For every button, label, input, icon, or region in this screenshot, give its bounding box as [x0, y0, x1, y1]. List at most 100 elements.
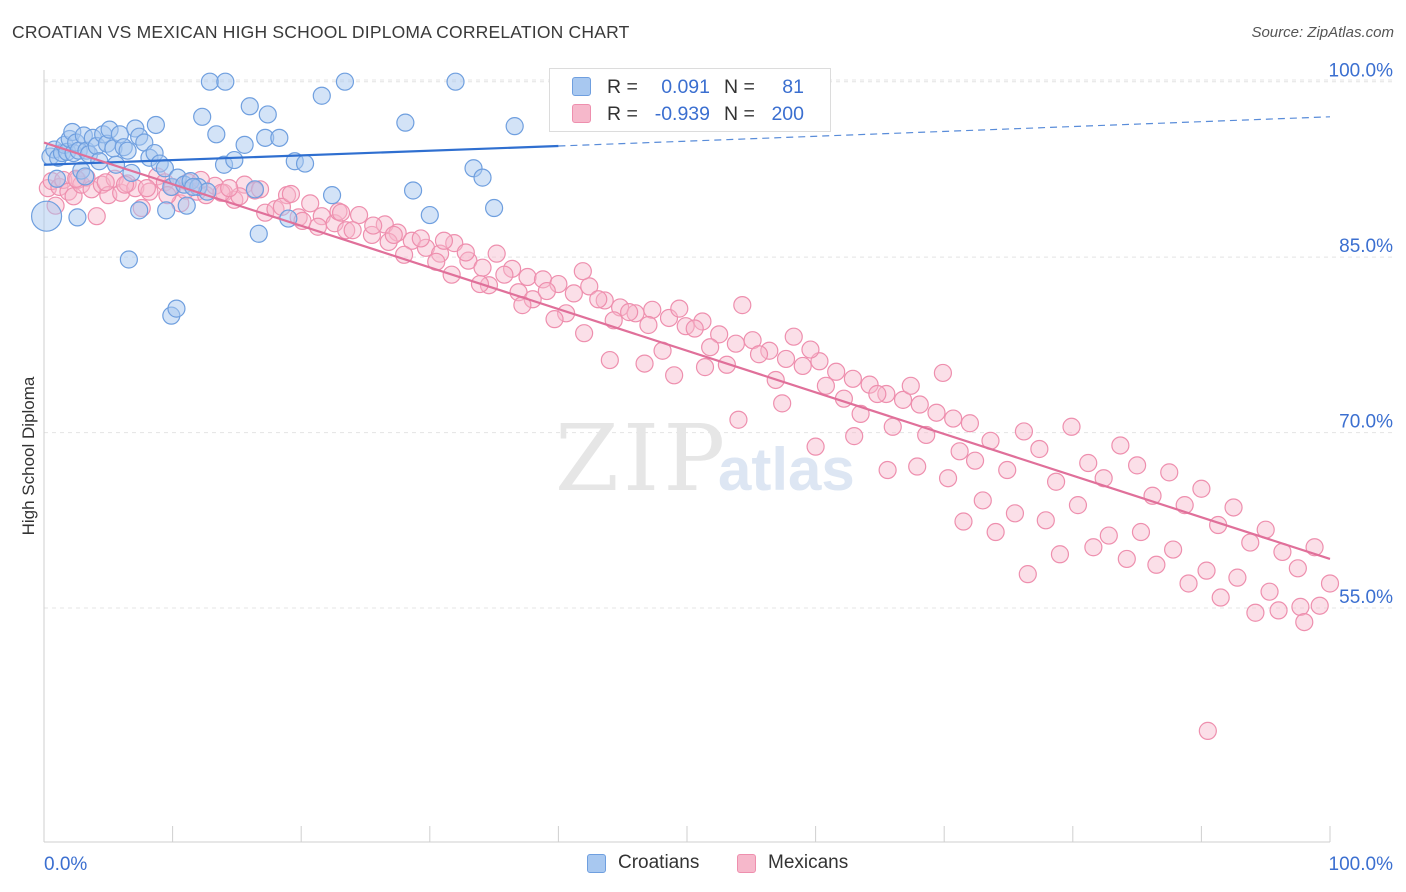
n-label: N =: [724, 76, 755, 98]
r-value: -0.939: [654, 103, 710, 125]
croatians-point: [235, 135, 254, 154]
mexicans-point: [793, 356, 812, 376]
axis-labels: 55.0% 70.0% 85.0% 100.0% 0.0% 100.0% High Scho…: [19, 61, 1393, 875]
mexicans-point: [487, 244, 506, 263]
croatians-point: [473, 168, 492, 187]
mexicans-point: [827, 362, 846, 381]
mexicans-point: [281, 184, 301, 204]
mexicans-point: [729, 410, 748, 429]
y-tick-label: 85.0%: [1339, 236, 1393, 257]
mexicans-point: [1147, 555, 1166, 574]
mexicans-point: [1099, 526, 1118, 545]
croatians-point: [76, 167, 95, 186]
mexicans-point: [635, 354, 654, 373]
mexicans-point: [589, 290, 608, 309]
mexicans-point: [518, 267, 537, 287]
mexicans-point: [595, 291, 614, 310]
mexicans-point: [1005, 504, 1025, 523]
mexicans-point: [1050, 545, 1070, 564]
mexicans-point: [893, 390, 913, 409]
croatians-trend-extension: [558, 116, 1331, 147]
mexicans-point: [776, 349, 796, 369]
mexicans-point: [950, 442, 969, 461]
mexicans-point: [1179, 574, 1198, 593]
mexicans-swatch: [572, 104, 591, 123]
mexicans-point: [883, 417, 902, 436]
croatians-point: [396, 113, 415, 132]
mexicans-point: [878, 460, 897, 480]
mexicans-point: [362, 225, 382, 245]
mexicans-point: [1310, 596, 1329, 615]
mexicans-point: [1030, 439, 1049, 459]
mexicans-point: [1018, 565, 1037, 584]
mexicans-point: [434, 231, 454, 250]
mexicans-point: [600, 350, 619, 370]
mexicans-point: [1111, 436, 1130, 455]
croatians-point: [485, 198, 504, 218]
trend-lines: [43, 116, 1331, 560]
croatians-point: [295, 154, 315, 173]
mexicans-point: [343, 221, 362, 240]
mexicans-point: [256, 203, 275, 222]
croatians-point: [177, 196, 196, 215]
x-tick-label: 0.0%: [44, 854, 87, 875]
mexicans-point: [573, 262, 592, 281]
mexicans-point: [933, 363, 953, 383]
mexicans-point: [1291, 597, 1310, 616]
mexicans-point: [456, 243, 475, 262]
mexicans-point: [575, 324, 594, 343]
mexicans-point: [816, 376, 835, 395]
mexicans-point: [954, 512, 973, 531]
watermark-atlas: atlas: [718, 436, 855, 503]
x-tick-label: 100.0%: [1329, 854, 1394, 875]
mexicans-point: [1320, 574, 1340, 593]
r-label: R =: [607, 103, 638, 125]
mexicans-point: [1295, 612, 1314, 632]
mexicans-point: [845, 427, 864, 446]
mexicans-point: [473, 258, 492, 277]
mexicans-point: [495, 265, 514, 284]
n-value: 81: [782, 76, 804, 98]
mexicans-point: [1068, 496, 1088, 515]
mexicans-point: [733, 296, 752, 315]
mexicans-point: [364, 216, 383, 235]
mexicans-point: [749, 345, 769, 364]
mexicans-point: [549, 274, 568, 294]
mexicans-point: [1246, 603, 1265, 622]
mexicans-point: [1288, 559, 1307, 578]
croatians-point: [240, 97, 259, 116]
croatians-point: [420, 205, 439, 225]
croatians-point: [119, 250, 138, 269]
stats-legend: R = 0.091 N = 81 R = -0.939 N = 200: [549, 68, 831, 132]
mexicans-point: [87, 207, 106, 226]
croatians-point: [200, 72, 219, 91]
croatians-points: [30, 72, 643, 325]
mexicans-point: [1046, 472, 1066, 491]
mexicans-point: [1062, 417, 1081, 436]
croatians-point: [270, 128, 289, 147]
mexicans-point: [973, 491, 992, 510]
croatians-point: [207, 125, 226, 144]
croatians-point: [245, 180, 265, 199]
mexicans-point: [1241, 533, 1260, 552]
mexicans-point: [1014, 422, 1034, 441]
mexicans-point: [1079, 453, 1098, 473]
mexicans-point: [944, 409, 963, 428]
croatians-point: [258, 105, 277, 124]
mexicans-point: [580, 277, 599, 296]
mexicans-point: [960, 414, 980, 433]
mexicans-trend-line: [43, 141, 1331, 560]
mexicans-point: [801, 340, 820, 359]
mexicans-point: [1084, 538, 1103, 557]
y-tick-label: 55.0%: [1339, 587, 1393, 608]
mexicans-point: [1211, 588, 1230, 607]
mexicans-point: [806, 437, 825, 456]
mexicans-point: [1228, 568, 1247, 587]
mexicans-point: [851, 404, 870, 423]
croatians-point: [167, 299, 186, 318]
croatians-point: [157, 201, 176, 220]
legend-row-mexicans: R = -0.939 N = 200: [550, 101, 830, 127]
mexicans-point: [726, 334, 745, 353]
n-label: N =: [724, 103, 755, 125]
